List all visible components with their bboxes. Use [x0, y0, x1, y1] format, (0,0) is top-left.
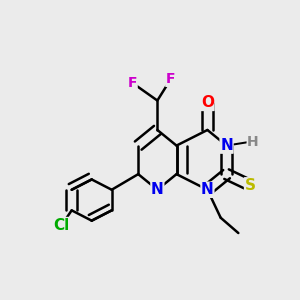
Text: N: N	[220, 138, 233, 153]
Text: F: F	[128, 76, 137, 90]
Text: O: O	[201, 95, 214, 110]
Text: H: H	[247, 135, 259, 149]
Text: F: F	[166, 72, 175, 86]
Text: N: N	[151, 182, 164, 197]
Text: Cl: Cl	[53, 218, 70, 232]
Text: N: N	[201, 182, 214, 197]
Text: S: S	[244, 178, 256, 193]
